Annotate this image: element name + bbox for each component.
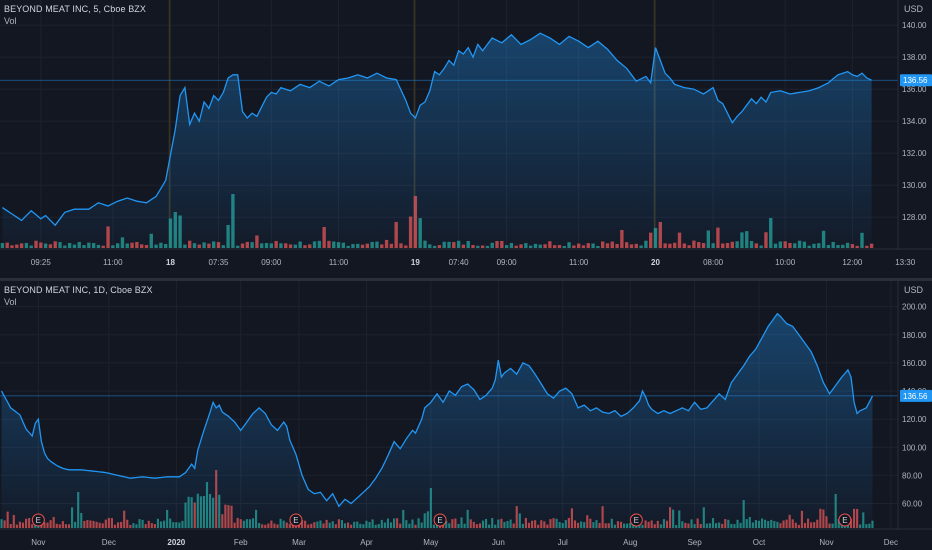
price-axis-tick: 80.00 [902,471,923,480]
time-axis-tick: 20 [651,258,660,267]
time-axis-tick: 09:00 [497,258,518,267]
bottom-volume-legend: Vol [4,297,17,307]
price-pane-bottom: EEEEE60.0080.00100.00120.00140.00160.001… [0,281,932,547]
earnings-marker [838,513,852,527]
time-axis-tick: 18 [166,258,175,267]
time-axis-tick: Sep [687,538,702,547]
price-axis-tick: 200.00 [902,303,927,312]
time-axis-tick: Dec [102,538,116,547]
time-axis-tick: 19 [411,258,420,267]
price-axis-tick: 60.00 [902,500,923,509]
earnings-marker-label: E [293,516,298,525]
time-axis-tick: Feb [234,538,248,547]
time-axis-tick: Mar [292,538,306,547]
time-axis: Nov Dec 2020 Feb Mar Apr May Jun Jul Aug Sep Oct Nov… [0,528,932,547]
bottom-currency-label: USD [904,285,924,295]
time-axis-tick: Jul [558,538,568,547]
time-axis-tick: Apr [360,538,373,547]
price-axis-tick: 128.00 [902,213,927,222]
price-axis-tick: 120.00 [902,415,927,424]
price-axis-tick: 180.00 [902,331,927,340]
top-currency-label: USD [904,4,924,14]
time-axis-tick: May [423,538,438,547]
price-area [2,33,872,249]
time-axis-tick: Dec [884,538,898,547]
last-price-tag-label: 136.56 [903,76,928,85]
time-axis-tick: 07:40 [449,258,470,267]
price-area [1,313,873,528]
price-axis-tick: 138.00 [902,53,927,62]
earnings-marker-label: E [842,516,847,525]
time-axis-tick: 09:00 [261,258,282,267]
top-chart-legend[interactable]: BEYOND MEAT INC, 5, Cboe BZX [4,4,147,14]
earnings-marker [31,513,45,527]
price-axis-tick: 134.00 [902,117,927,126]
price-line [2,32,872,227]
top-volume-legend[interactable]: Vol [4,16,17,26]
time-axis-tick: 07:35 [208,258,229,267]
time-axis-tick: 2020 [167,538,185,547]
price-axis: 128.00 130.00 132.00 134.00 136.00 138.00 140.… [897,0,932,250]
price-line [0,312,874,508]
earnings-marker-label: E [437,516,442,525]
price-axis-tick: 136.00 [902,85,927,94]
time-axis-tick: 10:00 [775,258,796,267]
time-axis-tick: Oct [753,538,766,547]
price-axis: 60.0080.00100.00120.00140.00160.00180.00… [897,281,932,530]
time-axis-tick: Jun [492,538,505,547]
bottom-chart-legend[interactable]: BEYOND MEAT INC, 1D, Cboe BZX [4,285,153,295]
price-axis-tick: 140.00 [902,21,927,30]
time-axis-tick: 11:00 [329,258,349,267]
price-axis-tick: 130.00 [902,181,927,190]
price-axis-tick: 160.00 [902,359,927,368]
time-axis-tick: Aug [623,538,637,547]
time-axis-tick: 08:00 [703,258,724,267]
earnings-marker-label: E [634,516,639,525]
time-axis-tick: 13:30 [895,258,916,267]
time-axis-tick: 12:00 [842,258,863,267]
earnings-marker-label: E [36,516,41,525]
time-axis-tick: 09:25 [31,258,52,267]
time-axis-tick: 11:00 [569,258,589,267]
last-price-tag [900,74,932,87]
price-pane-top: 128.00 130.00 132.00 134.00 136.00 138.00 140.… [0,0,932,267]
time-axis-tick: 11:00 [103,258,123,267]
time-axis-tick: Nov [819,538,833,547]
last-price-tag [900,389,932,402]
pane-separator [0,278,932,281]
price-axis-tick: 100.00 [902,443,927,452]
last-price-tag-label: 136.56 [903,392,928,401]
time-axis: 09:25 11:00 18 07:35 09:00 11:00 19 07:40 09:00 1… [0,248,932,267]
time-axis-tick: Nov [31,538,45,547]
earnings-marker [289,513,303,527]
price-axis-tick: 132.00 [902,149,927,158]
earnings-marker [433,513,447,527]
earnings-marker [629,513,643,527]
